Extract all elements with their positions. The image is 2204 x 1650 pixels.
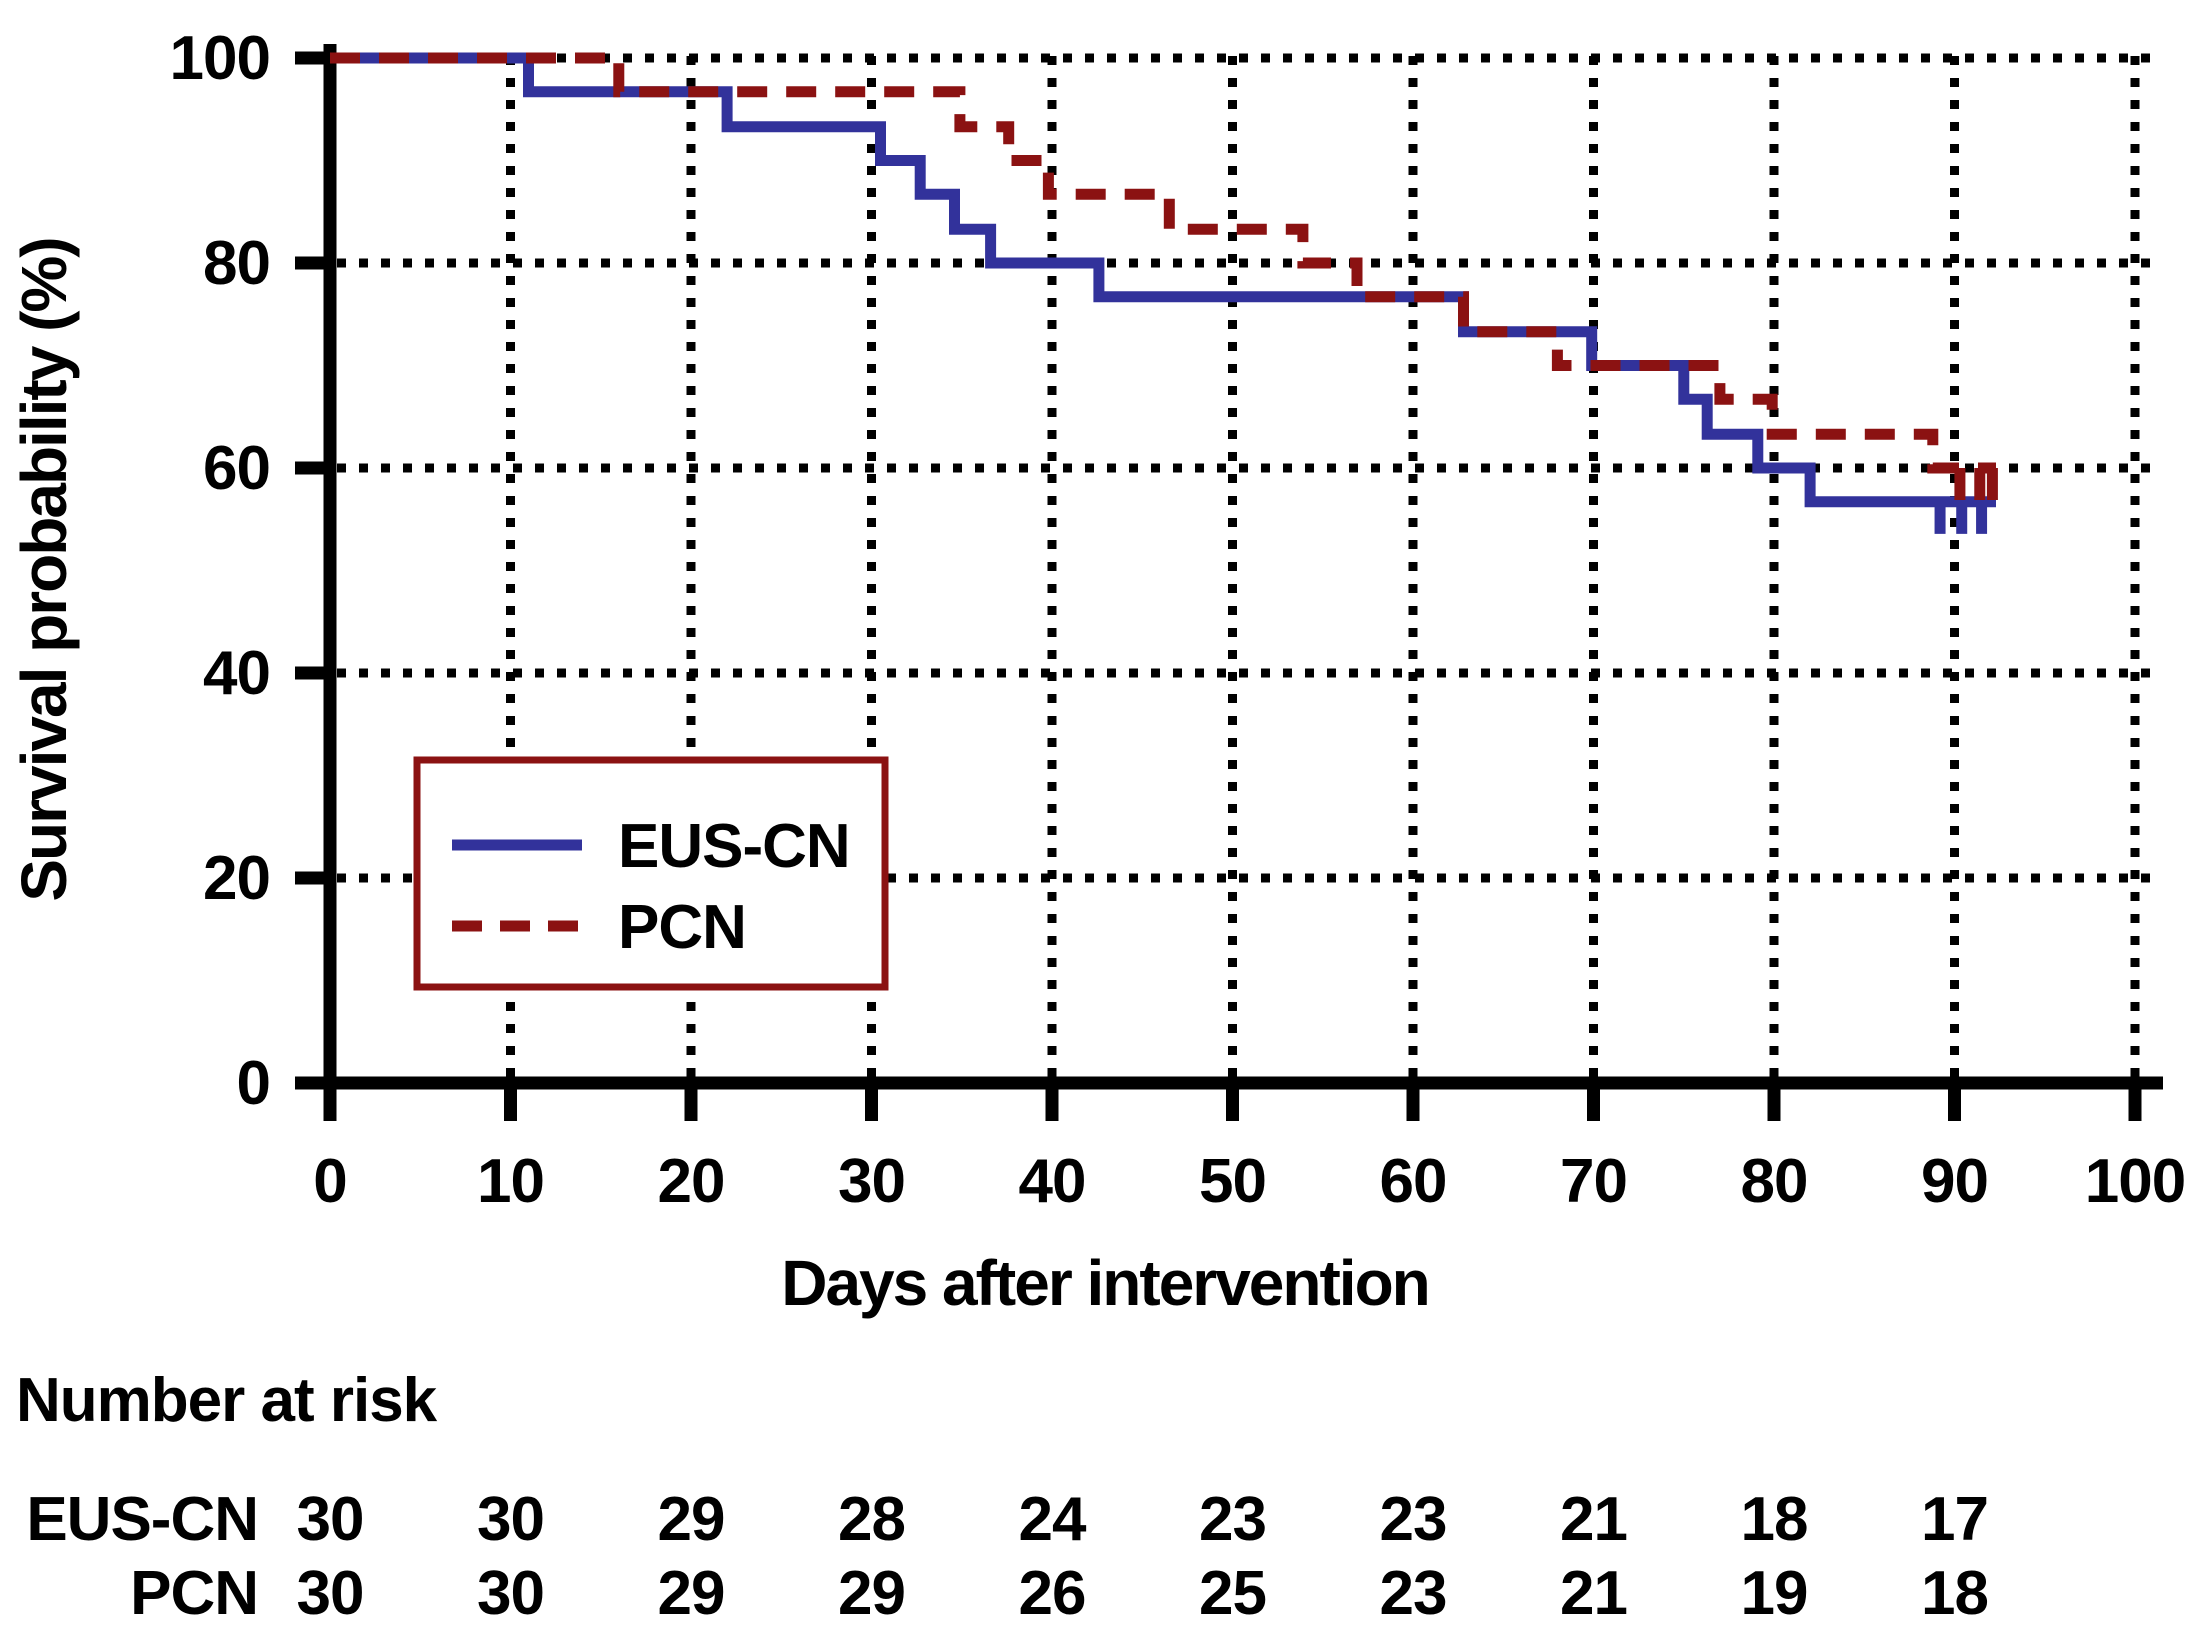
x-tick-label-80: 80 bbox=[1741, 1147, 1808, 1216]
y-tick-label-100: 100 bbox=[170, 24, 270, 93]
y-tick-label-80: 80 bbox=[203, 229, 270, 298]
x-tick-label-10: 10 bbox=[477, 1147, 544, 1216]
x-tick-label-0: 0 bbox=[313, 1147, 346, 1216]
legend-label-eus-cn: EUS-CN bbox=[618, 812, 850, 881]
risk-value-eus-cn-30: 28 bbox=[838, 1485, 905, 1554]
risk-value-pcn-0: 30 bbox=[297, 1559, 364, 1628]
survival-curves bbox=[330, 52, 1998, 534]
risk-row-label-pcn: PCN bbox=[130, 1559, 258, 1628]
risk-value-pcn-70: 21 bbox=[1560, 1559, 1627, 1628]
y-axis-title: Survival probability (%) bbox=[8, 238, 80, 901]
risk-value-eus-cn-10: 30 bbox=[477, 1485, 544, 1554]
x-tick-label-60: 60 bbox=[1380, 1147, 1447, 1216]
risk-table-title: Number at risk bbox=[16, 1366, 438, 1435]
risk-value-pcn-10: 30 bbox=[477, 1559, 544, 1628]
risk-value-eus-cn-0: 30 bbox=[297, 1485, 364, 1554]
x-tick-labels: 0 10 20 30 40 50 60 70 80 90 100 bbox=[313, 1147, 2186, 1216]
legend-label-pcn: PCN bbox=[618, 893, 746, 962]
risk-value-eus-cn-70: 21 bbox=[1560, 1485, 1627, 1554]
risk-value-eus-cn-20: 29 bbox=[658, 1485, 725, 1554]
x-tick-label-20: 20 bbox=[658, 1147, 725, 1216]
gridlines bbox=[337, 53, 2150, 1077]
risk-value-eus-cn-40: 24 bbox=[1019, 1485, 1087, 1554]
curve-pcn bbox=[330, 52, 1996, 474]
x-tick-label-70: 70 bbox=[1560, 1147, 1627, 1216]
risk-value-pcn-30: 29 bbox=[838, 1559, 905, 1628]
risk-value-pcn-80: 19 bbox=[1741, 1559, 1808, 1628]
x-tick-label-90: 90 bbox=[1921, 1147, 1988, 1216]
axes bbox=[295, 44, 2163, 1121]
legend: EUS-CN PCN bbox=[413, 756, 889, 991]
risk-value-pcn-50: 25 bbox=[1199, 1559, 1266, 1628]
y-tick-label-60: 60 bbox=[203, 434, 270, 503]
risk-value-eus-cn-80: 18 bbox=[1741, 1485, 1808, 1554]
legend-box bbox=[413, 756, 889, 991]
risk-value-pcn-40: 26 bbox=[1019, 1559, 1086, 1628]
x-tick-label-30: 30 bbox=[838, 1147, 905, 1216]
y-tick-labels: 0 20 40 60 80 100 bbox=[170, 24, 271, 1118]
risk-value-eus-cn-50: 23 bbox=[1199, 1485, 1266, 1554]
risk-value-eus-cn-90: 17 bbox=[1921, 1485, 1988, 1554]
y-tick-label-20: 20 bbox=[203, 844, 270, 913]
risk-row-label-eus-cn: EUS-CN bbox=[26, 1485, 258, 1554]
risk-value-pcn-60: 23 bbox=[1380, 1559, 1447, 1628]
y-tick-label-40: 40 bbox=[203, 639, 270, 708]
risk-value-pcn-90: 18 bbox=[1921, 1559, 1988, 1628]
x-axis-title: Days after intervention bbox=[781, 1247, 1429, 1319]
risk-value-pcn-20: 29 bbox=[658, 1559, 725, 1628]
x-tick-label-40: 40 bbox=[1019, 1147, 1086, 1216]
curve-eus-cn bbox=[330, 52, 1996, 508]
y-tick-label-0: 0 bbox=[237, 1049, 270, 1118]
risk-value-eus-cn-60: 23 bbox=[1380, 1485, 1447, 1554]
x-tick-label-50: 50 bbox=[1199, 1147, 1266, 1216]
x-tick-label-100: 100 bbox=[2085, 1147, 2185, 1216]
